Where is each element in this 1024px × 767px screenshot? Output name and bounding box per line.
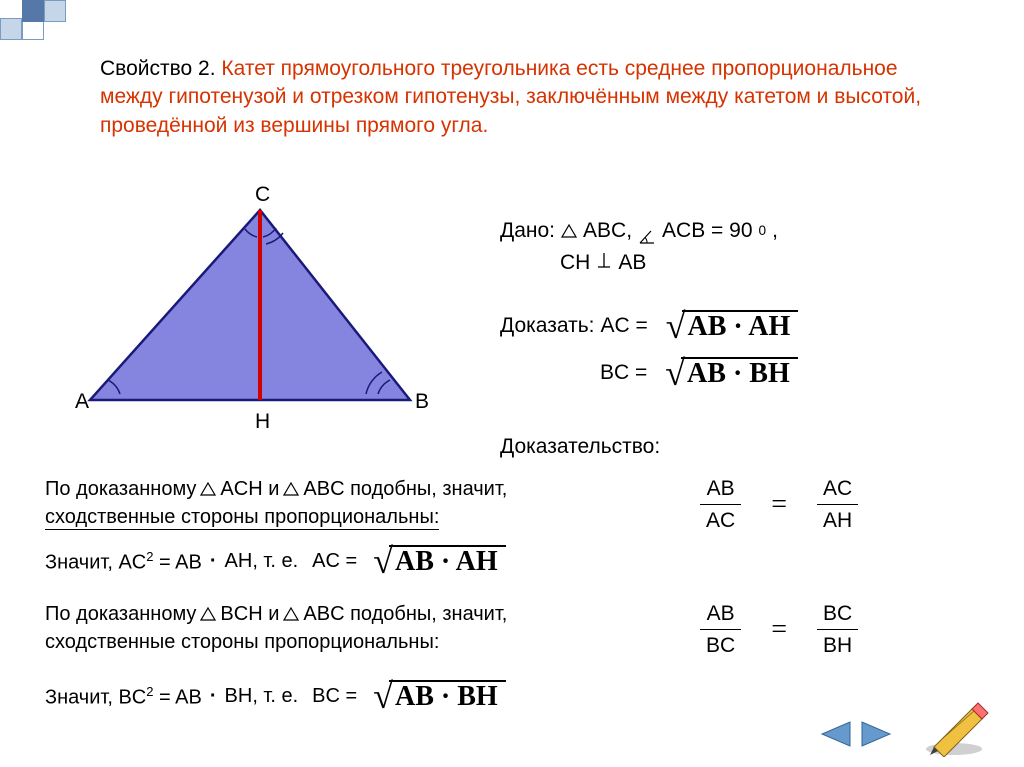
- triangle-figure: A B C H: [60, 195, 460, 445]
- vertex-a: A: [75, 390, 89, 414]
- angle-icon: [638, 223, 656, 239]
- given-block: Дано: ABC, ACB = 900, CH AB: [500, 215, 778, 278]
- vertex-b: B: [415, 390, 429, 414]
- point-h: H: [255, 410, 270, 434]
- sqrt-expression: √AB · BH: [373, 680, 505, 713]
- ratio-2: ABBC = BCBH: [700, 600, 858, 660]
- property-title: Свойство 2. Катет прямоугольного треугол…: [100, 55, 964, 140]
- vertex-c: C: [255, 183, 270, 207]
- nav-forward-button[interactable]: [860, 719, 894, 749]
- perpendicular-icon: [596, 247, 612, 279]
- result-1: Значит, AC2 = AB · AH, т. е. AC = √AB · …: [45, 545, 506, 578]
- prove-block: Доказать: AC = √AB · AH BC = √AB · BH: [500, 310, 798, 398]
- pencil-icon: [924, 697, 994, 757]
- equals-sign: =: [771, 489, 787, 521]
- sqrt-expression: √AB · AH: [373, 545, 505, 578]
- proof-paragraph-1: По доказанному ACH и ABC подобны, значит…: [45, 475, 507, 531]
- nav-buttons: [818, 719, 894, 749]
- given-label: Дано:: [500, 215, 555, 247]
- nav-back-button[interactable]: [818, 719, 852, 749]
- ratio-1: ABAC = ACAH: [700, 475, 858, 535]
- property-text: Катет прямоугольного треугольника есть с…: [100, 57, 921, 137]
- result-2: Значит, BC2 = AB · BH, т. е. BC = √AB · …: [45, 680, 506, 713]
- sqrt-expression: √AB · BH: [665, 357, 797, 390]
- equals-sign: =: [771, 614, 787, 646]
- triangle-icon: [283, 482, 299, 496]
- triangle-icon: [283, 607, 299, 621]
- property-label: Свойство 2.: [100, 57, 216, 80]
- triangle-icon: [200, 482, 216, 496]
- triangle-icon: [561, 224, 577, 238]
- proof-heading: Доказательство:: [500, 435, 660, 459]
- sqrt-expression: √AB · AH: [666, 310, 798, 343]
- triangle-icon: [200, 607, 216, 621]
- proof-paragraph-2: По доказанному BCH и ABC подобны, значит…: [45, 600, 507, 656]
